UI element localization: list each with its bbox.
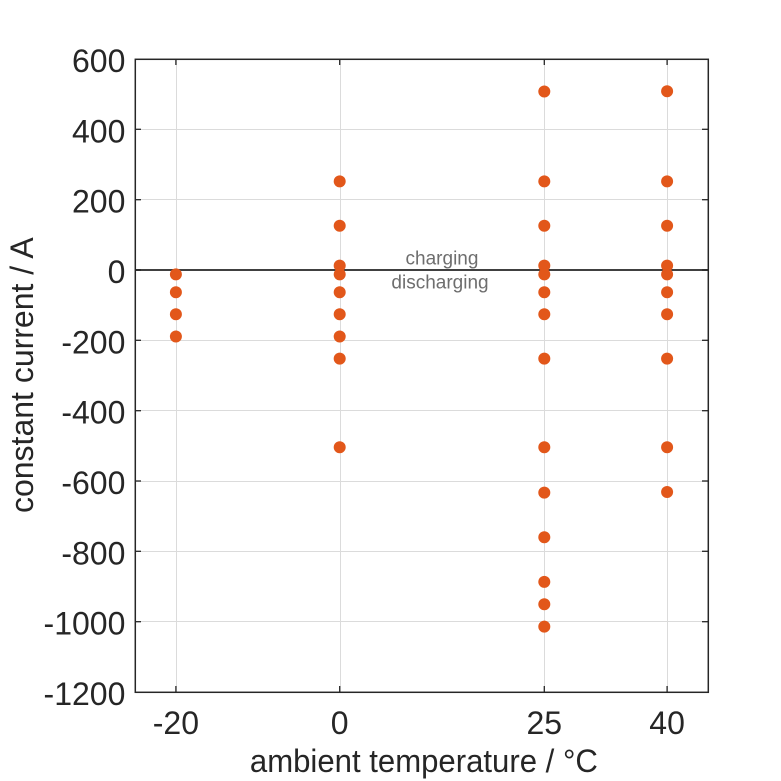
svg-text:charging: charging — [406, 248, 479, 269]
svg-text:25: 25 — [527, 705, 563, 741]
svg-text:0: 0 — [331, 705, 349, 741]
svg-text:0: 0 — [108, 254, 126, 290]
svg-text:200: 200 — [72, 184, 125, 220]
svg-text:40: 40 — [649, 705, 685, 741]
svg-text:-600: -600 — [61, 465, 125, 501]
svg-text:constant current / A: constant current / A — [4, 237, 40, 513]
svg-text:600: 600 — [72, 43, 125, 79]
svg-text:400: 400 — [72, 113, 125, 149]
svg-text:discharging: discharging — [391, 273, 488, 294]
svg-text:-1200: -1200 — [44, 676, 126, 712]
svg-text:-800: -800 — [61, 535, 125, 571]
svg-text:-20: -20 — [153, 705, 199, 741]
svg-text:-400: -400 — [61, 395, 125, 431]
svg-text:-200: -200 — [61, 324, 125, 360]
svg-text:-1000: -1000 — [44, 606, 126, 642]
svg-text:ambient temperature / °C: ambient temperature / °C — [250, 743, 598, 779]
